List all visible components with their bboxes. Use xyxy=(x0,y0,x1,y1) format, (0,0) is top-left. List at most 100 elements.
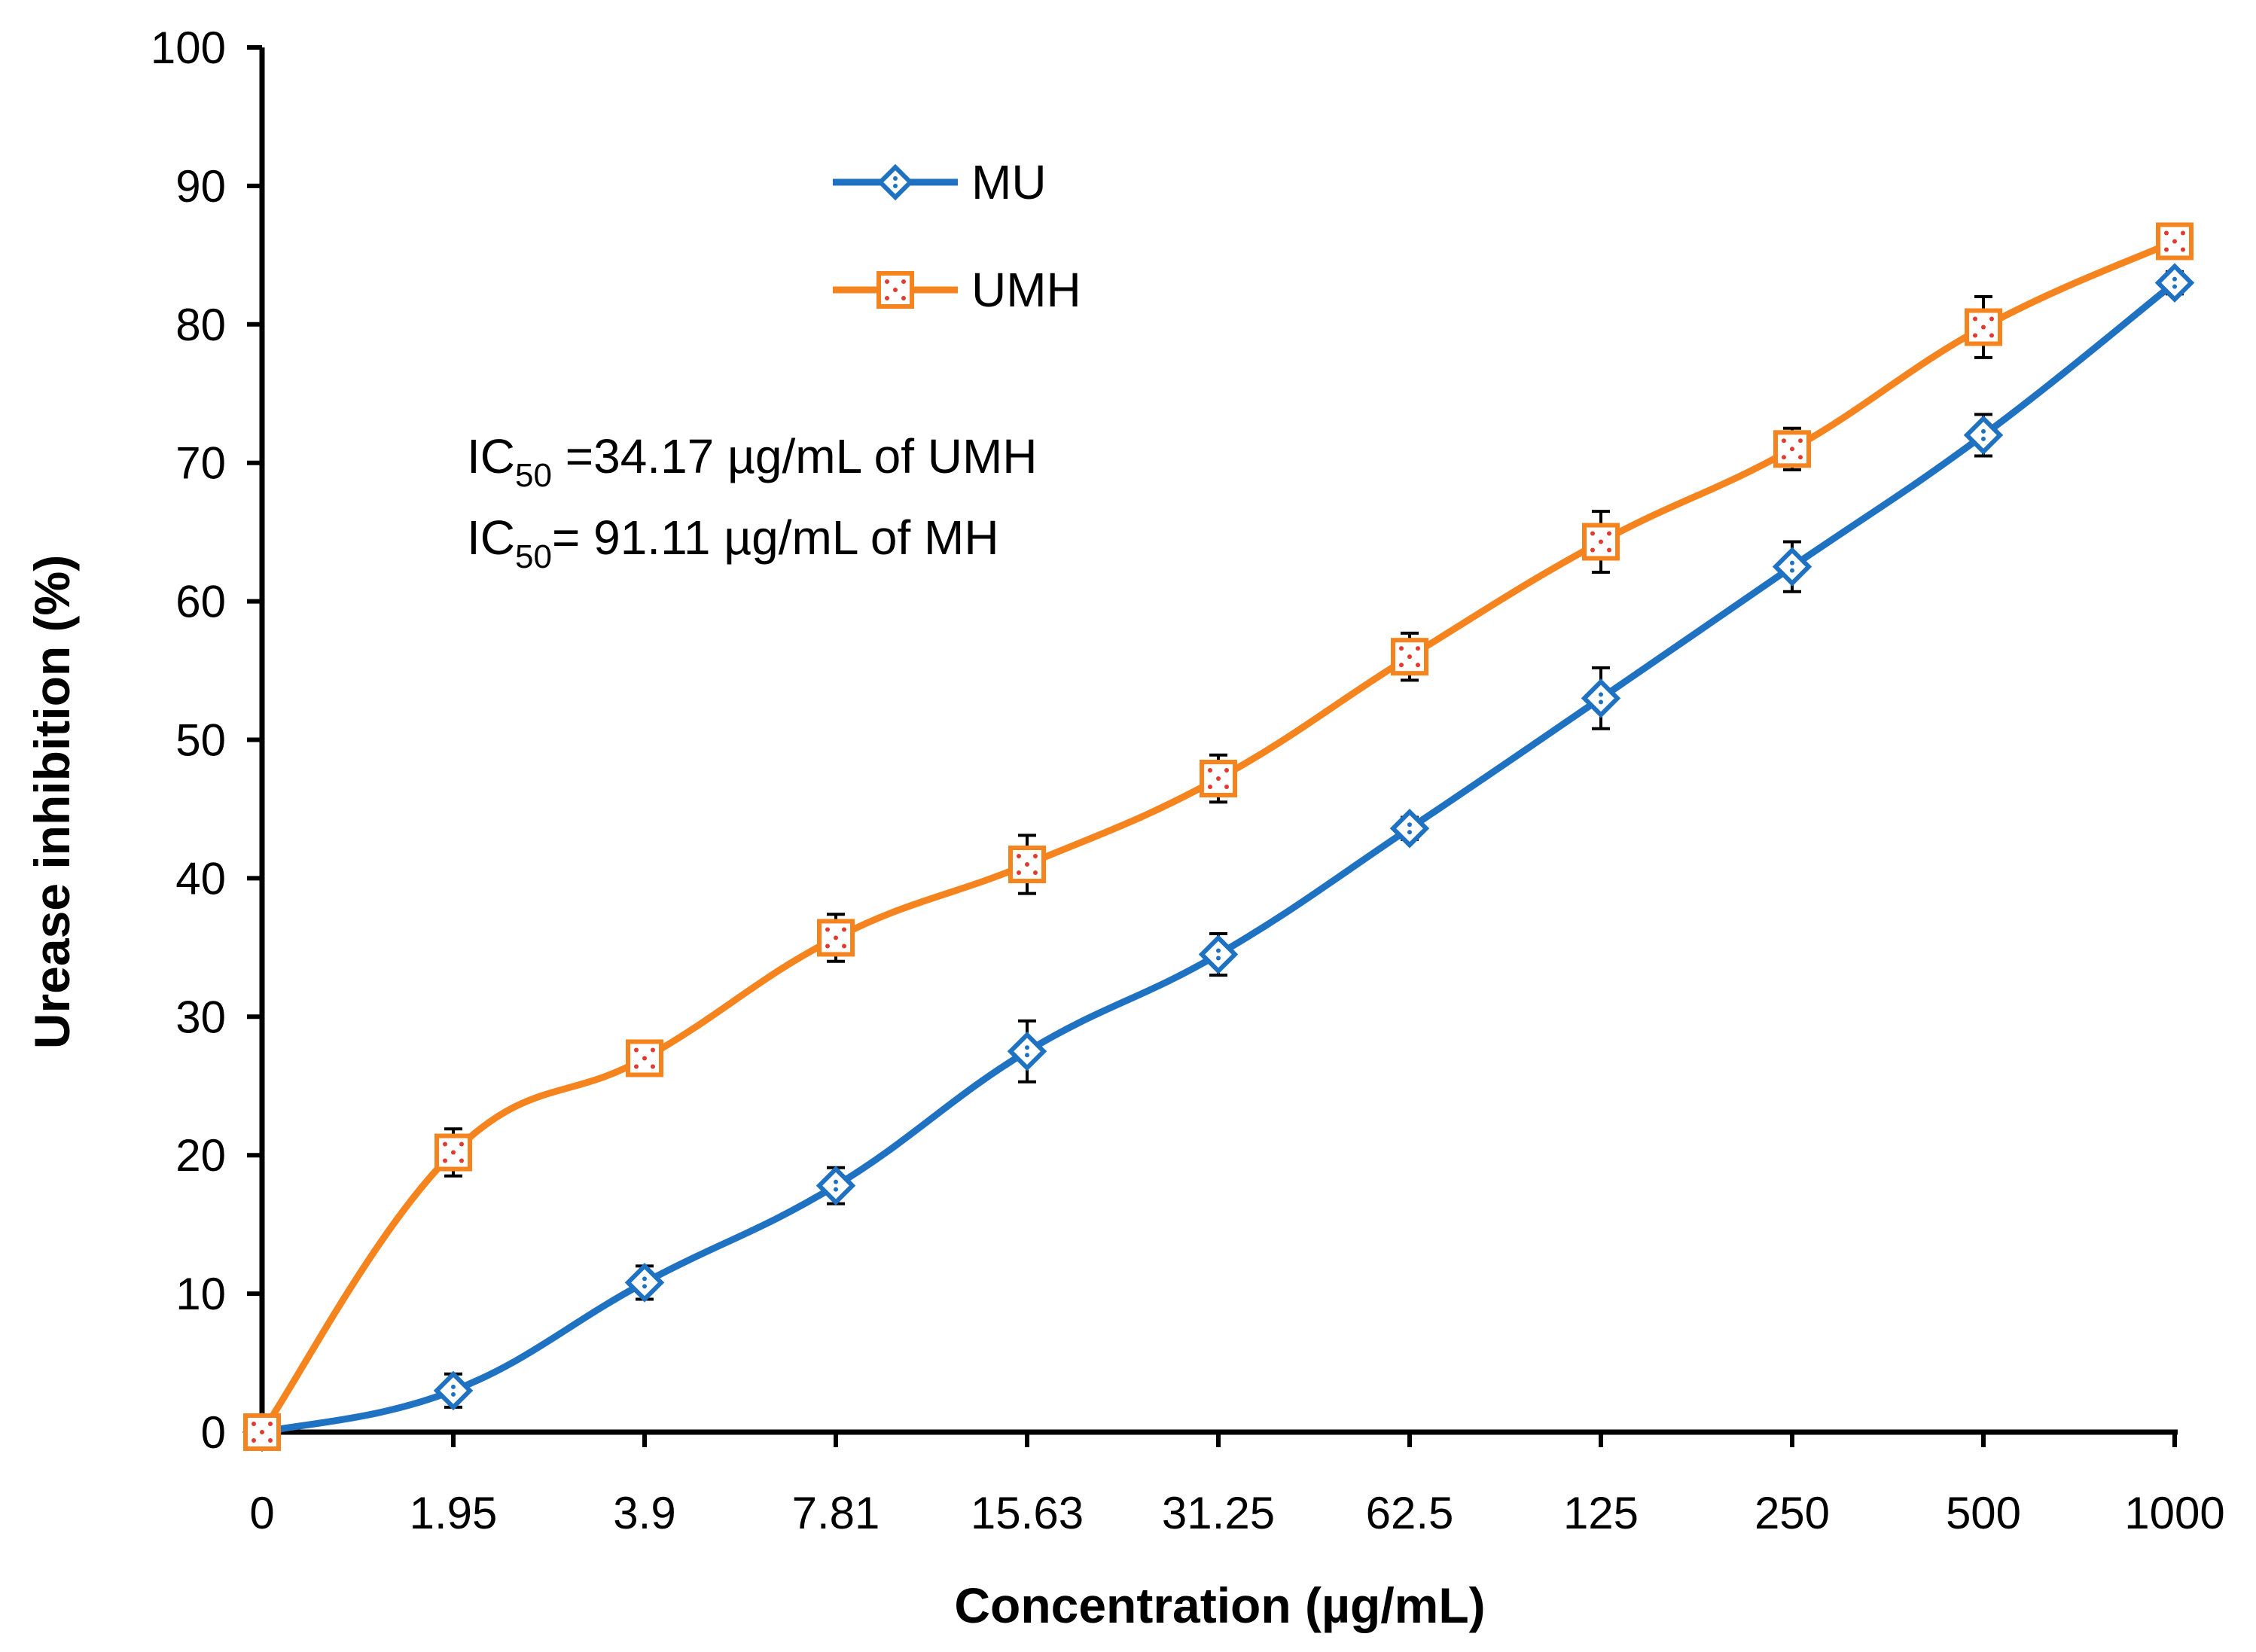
series-markers xyxy=(242,222,2195,1452)
marker-dot xyxy=(1981,325,1986,330)
marker-dot xyxy=(1399,663,1404,668)
legend-label-mu: MU xyxy=(971,155,1047,209)
marker-dot xyxy=(451,1384,456,1389)
square-marker xyxy=(1008,846,1046,884)
data-point-umh xyxy=(817,919,855,957)
y-tick-label: 10 xyxy=(175,1269,226,1319)
marker-dot xyxy=(1790,560,1794,565)
error-bars xyxy=(444,228,2184,1409)
data-point-mu xyxy=(1772,547,1812,587)
marker-dot xyxy=(893,288,898,292)
data-point-umh xyxy=(243,1413,281,1451)
marker-dot xyxy=(1017,854,1021,859)
ic50-umh-annotation: IC50 =34.17 µg/mL of UMH xyxy=(467,429,1038,494)
marker-dot xyxy=(459,1141,464,1147)
y-tick-label: 50 xyxy=(175,715,226,766)
y-ticks: 0 10 20 30 40 50 60 70 80 90 100 xyxy=(151,23,262,1458)
data-point-mu xyxy=(1389,808,1430,849)
x-tick-label: 3.9 xyxy=(613,1488,675,1538)
marker-dot xyxy=(893,184,898,188)
marker-dot xyxy=(1025,1053,1029,1058)
marker-dot xyxy=(885,296,889,300)
marker-dot xyxy=(2172,284,2177,289)
diamond-marker xyxy=(1007,1032,1047,1071)
marker-dot xyxy=(1407,654,1412,660)
marker-dot xyxy=(834,1187,838,1192)
x-axis-title: Concentration (µg/mL) xyxy=(954,1577,1485,1633)
diamond-marker xyxy=(433,1370,474,1411)
marker-dot xyxy=(901,279,906,284)
marker-dot xyxy=(842,943,846,949)
annotations: IC50 =34.17 µg/mL of UMH IC50= 91.11 µg/… xyxy=(467,429,1038,575)
diamond-marker xyxy=(624,1263,665,1303)
data-point-mu xyxy=(1963,415,2004,456)
marker-dot xyxy=(443,1141,447,1147)
marker-dot xyxy=(252,1422,256,1426)
marker-dot xyxy=(834,1179,838,1184)
square-marker xyxy=(626,1039,663,1077)
marker-dot xyxy=(1989,316,1994,322)
marker-dot xyxy=(1607,531,1611,536)
data-point-mu xyxy=(1007,1032,1047,1071)
series-lines xyxy=(258,237,2178,1436)
legend-item-mu: MU xyxy=(833,155,1047,209)
x-tick-label: 31.25 xyxy=(1162,1488,1275,1538)
data-point-umh xyxy=(1391,638,1428,676)
marker-dot xyxy=(885,279,889,284)
marker-dot xyxy=(651,1064,655,1069)
legend-diamond-icon xyxy=(876,163,914,201)
y-axis-title: Urease inhibition (%) xyxy=(24,555,80,1049)
marker-dot xyxy=(634,1064,639,1069)
marker-dot xyxy=(642,1284,647,1289)
marker-dot xyxy=(443,1158,447,1163)
marker-dot xyxy=(1981,436,1986,441)
marker-dot xyxy=(1590,547,1595,553)
x-tick-label: 250 xyxy=(1754,1488,1830,1538)
y-tick-label: 90 xyxy=(175,161,226,212)
data-point-umh xyxy=(1200,759,1237,797)
marker-dot xyxy=(451,1391,456,1397)
y-tick-label: 60 xyxy=(175,577,226,627)
legend: MU UMH xyxy=(833,155,1081,317)
diamond-marker xyxy=(1963,415,2004,456)
x-tick-label: 62.5 xyxy=(1366,1488,1454,1538)
data-point-umh xyxy=(434,1133,472,1172)
marker-dot xyxy=(1790,447,1794,452)
square-marker xyxy=(1582,523,1620,561)
diamond-marker xyxy=(1198,934,1239,974)
marker-dot xyxy=(2172,239,2177,244)
marker-dot xyxy=(1208,784,1212,789)
marker-dot xyxy=(1033,870,1038,876)
marker-dot xyxy=(1782,438,1786,443)
marker-dot xyxy=(1590,531,1595,536)
series-line-mu xyxy=(258,279,2178,1436)
marker-dot xyxy=(2172,276,2177,282)
data-point-mu xyxy=(816,1166,856,1205)
diamond-marker xyxy=(1581,678,1621,718)
marker-dot xyxy=(260,1430,264,1434)
marker-dot xyxy=(2181,247,2185,252)
data-point-umh xyxy=(626,1039,663,1077)
marker-dot xyxy=(834,935,838,940)
marker-dot xyxy=(893,176,898,181)
marker-dot xyxy=(268,1422,273,1426)
y-tick-label: 80 xyxy=(175,300,226,350)
marker-dot xyxy=(2164,230,2169,236)
x-tick-label: 15.63 xyxy=(971,1488,1084,1538)
data-point-umh xyxy=(2156,222,2194,261)
marker-dot xyxy=(1017,870,1021,876)
marker-dot xyxy=(842,927,846,932)
x-tick-label: 1000 xyxy=(2124,1488,2224,1538)
data-point-mu xyxy=(2154,263,2195,303)
marker-dot xyxy=(1790,568,1794,573)
marker-dot xyxy=(642,1276,647,1282)
x-ticks: 0 1.95 3.9 7.81 15.63 31.25 62.5 125 250 500 1000 xyxy=(249,1432,2225,1538)
marker-dot xyxy=(1981,428,1986,434)
square-marker xyxy=(1391,638,1428,676)
legend-item-umh: UMH xyxy=(833,263,1081,317)
diamond-marker xyxy=(816,1166,856,1205)
marker-dot xyxy=(459,1158,464,1163)
marker-dot xyxy=(642,1056,647,1061)
marker-dot xyxy=(1782,455,1786,460)
